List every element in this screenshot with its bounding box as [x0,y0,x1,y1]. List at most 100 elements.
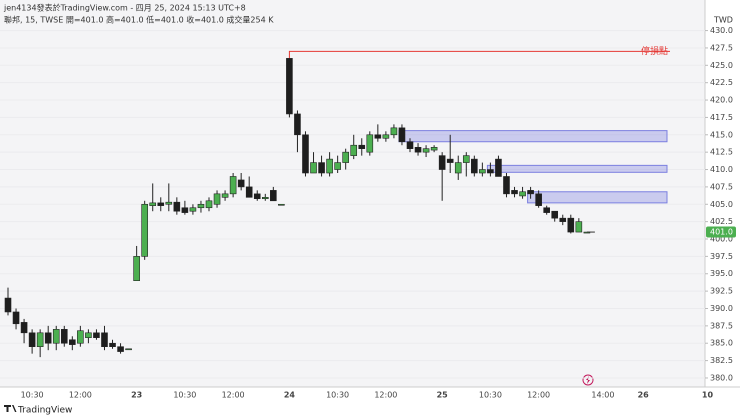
candle-body [125,348,132,351]
x-tick-label: 14:00 [591,391,614,400]
y-tick-label: 402.5 [710,217,733,226]
candle-body [44,332,52,344]
y-tick-label: 392.5 [710,287,733,296]
candle-body [93,332,100,338]
candle-body [430,146,438,151]
x-tick-label: 10:30 [326,391,349,400]
y-tick-label: 425.0 [710,61,733,70]
x-tick-label: 12:00 [527,391,550,400]
candle-body [438,155,446,170]
y-tick-label: 422.5 [710,78,733,87]
x-tick-label: 10 [702,391,714,400]
candle-body [165,201,173,205]
currency: TWD [713,16,733,25]
candle-body [495,158,502,177]
x-tick-label: 25 [437,391,449,400]
candle-body [318,162,325,174]
candle-body [551,210,559,219]
candle-body [334,162,341,170]
candle-body [326,158,333,174]
candle-body [294,113,301,136]
candle-body [414,146,422,153]
logo [4,405,17,412]
y-tick-label: 400.0 [710,235,733,244]
candle-body [141,203,148,257]
candle-body [422,148,430,153]
x-tick-label: 10:30 [479,391,502,400]
x-tick-label: 23 [131,391,142,400]
candle-body [253,193,261,200]
candle-body [213,193,221,205]
y-tick-label: 427.5 [710,43,733,52]
zone [398,130,668,143]
candle-body [350,144,358,156]
y-tick-label: 397.5 [710,252,733,261]
candle-body [567,217,575,233]
candle-body [479,169,486,174]
y-tick-label: 420.0 [710,96,733,105]
y-tick-label: 415.0 [710,130,733,139]
candle-body [310,162,317,174]
candle-body [358,144,366,149]
y-tick-label: 410.0 [710,165,733,174]
candle-body [109,342,116,348]
candle-body [454,162,462,174]
x-tick-label: 12:00 [222,391,245,400]
candle-body [221,193,229,198]
brand: TradingView [17,406,72,416]
y-tick-label: 380.0 [710,373,733,382]
candle-body [60,329,68,344]
y-tick-label: 387.5 [710,321,733,330]
zone [527,191,668,204]
candle-body [157,202,165,206]
axes: 380.0 382.5 385.0 387.5 390.0 392.5 395.0 397.5… [0,26,733,400]
y-tick-label: 412.5 [710,148,733,157]
candle-body [374,134,382,139]
x-tick-label: 10:30 [173,391,196,400]
candle-body [302,134,309,174]
candle-body [52,329,60,344]
candle-body [406,141,414,149]
candle-body [543,207,550,213]
candle-body [511,190,518,195]
candle-body [173,201,181,212]
y-tick-label: 395.0 [710,269,733,278]
y-tick-label: 407.5 [710,182,733,191]
candle-body [270,190,277,202]
candle-body [503,176,510,195]
stop-label: 停損點 [641,45,668,57]
candle-body [471,158,478,174]
candle-body [20,322,28,334]
x-tick-label: 12:00 [374,391,397,400]
candle-body [149,202,157,206]
candle-body [559,217,567,222]
candle-body [342,151,349,163]
candle-body [12,311,20,325]
candle-body [535,193,542,206]
candle-body [487,169,494,174]
candle-body [366,134,374,153]
candle-body [527,190,534,195]
x-tick-label: 26 [638,391,650,400]
candle-body [286,58,293,115]
candle-body [519,191,526,197]
candle-body [77,330,84,344]
candle-body [197,203,205,209]
candle-body [181,207,189,213]
last-price-box [706,226,736,238]
candle-body [575,221,583,233]
candle-body [390,127,398,136]
candle-body [382,134,390,139]
candle-body [133,256,140,281]
y-tick-label: 390.0 [710,304,733,313]
y-tick-label: 385.0 [710,339,733,348]
zone [486,164,668,173]
candle-body [462,155,470,163]
symbol-line: 聯邦, 15, TWSE 開=401.0 高=401.0 低=401.0 收=4… [4,15,274,25]
candle-body [261,197,269,200]
candle-body [205,200,213,209]
plot-area [0,0,705,387]
stop-line [288,50,670,59]
